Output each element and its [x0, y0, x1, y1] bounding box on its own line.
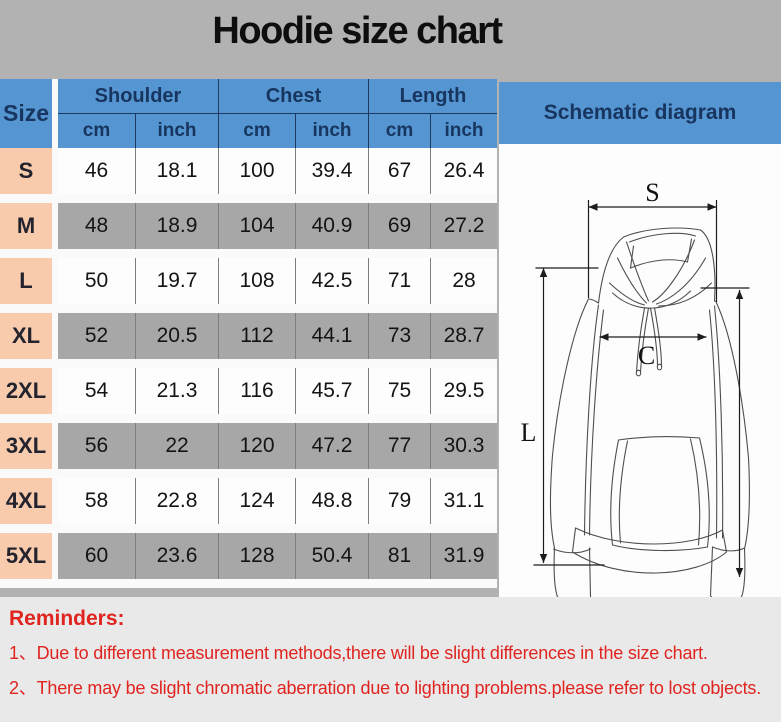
table-cell: 27.2 [430, 203, 497, 249]
table-cell: 79 [368, 478, 430, 524]
hoodie-schematic-drawing: S C L [521, 178, 751, 597]
length-cm-header: cm [368, 114, 430, 148]
shoulder-dimension-label: S [645, 178, 659, 207]
table-cell: 18.1 [135, 148, 218, 194]
schematic-diagram-header: Schematic diagram [499, 82, 781, 144]
reminder-item-1: 1、Due to different measurement methods,t… [9, 643, 708, 663]
reminders-title: Reminders: [9, 607, 125, 630]
table-cell: 112 [218, 313, 295, 359]
table-cell: 31.9 [430, 533, 497, 579]
chest-dimension-label: C [638, 341, 655, 370]
size-label: 2XL [0, 368, 52, 414]
shoulder-cm-header: cm [58, 114, 135, 148]
length-group-header: Length [368, 79, 497, 114]
size-table: Size Shoulder Chest Length cm inch cm in… [0, 79, 497, 588]
table-cell: 46 [58, 148, 135, 194]
table-cell: 120 [218, 423, 295, 469]
table-cell: 29.5 [430, 368, 497, 414]
table-cell: 52 [58, 313, 135, 359]
table-cell: 50.4 [295, 533, 368, 579]
table-cell: 116 [218, 368, 295, 414]
chest-inch-header: inch [295, 114, 368, 148]
table-cell: 21.3 [135, 368, 218, 414]
table-cell: 58 [58, 478, 135, 524]
table-cell: 48 [58, 203, 135, 249]
reminders-section: Reminders: 1、Due to different measuremen… [0, 597, 781, 722]
chest-group-header: Chest [218, 79, 368, 114]
table-cell: 48.8 [295, 478, 368, 524]
size-label: M [0, 203, 52, 249]
table-cell: 81 [368, 533, 430, 579]
table-cell: 73 [368, 313, 430, 359]
table-cell: 18.9 [135, 203, 218, 249]
table-cell: 28 [430, 258, 497, 304]
table-cell: 69 [368, 203, 430, 249]
table-cell: 31.1 [430, 478, 497, 524]
table-cell: 30.3 [430, 423, 497, 469]
shoulder-inch-header: inch [135, 114, 218, 148]
table-cell: 19.7 [135, 258, 218, 304]
table-cell: 108 [218, 258, 295, 304]
size-label: S [0, 148, 52, 194]
size-label: L [0, 258, 52, 304]
table-cell: 56 [58, 423, 135, 469]
table-cell: 124 [218, 478, 295, 524]
table-cell: 22 [135, 423, 218, 469]
size-label: 3XL [0, 423, 52, 469]
table-cell: 75 [368, 368, 430, 414]
table-cell: 50 [58, 258, 135, 304]
table-cell: 22.8 [135, 478, 218, 524]
table-cell: 39.4 [295, 148, 368, 194]
table-cell: 54 [58, 368, 135, 414]
size-column-header: Size [0, 79, 52, 148]
table-cell: 77 [368, 423, 430, 469]
table-cell: 104 [218, 203, 295, 249]
reminder-item-2: 2、There may be slight chromatic aberrati… [9, 678, 761, 698]
length-inch-header: inch [430, 114, 497, 148]
table-cell: 20.5 [135, 313, 218, 359]
table-cell: 40.9 [295, 203, 368, 249]
size-label: 4XL [0, 478, 52, 524]
size-label: 5XL [0, 533, 52, 579]
table-cell: 128 [218, 533, 295, 579]
shoulder-group-header: Shoulder [58, 79, 218, 114]
table-cell: 42.5 [295, 258, 368, 304]
chest-cm-header: cm [218, 114, 295, 148]
length-dimension-label: L [521, 418, 537, 447]
table-cell: 44.1 [295, 313, 368, 359]
table-cell: 45.7 [295, 368, 368, 414]
table-cell: 47.2 [295, 423, 368, 469]
page-title: Hoodie size chart [212, 10, 503, 52]
table-cell: 100 [218, 148, 295, 194]
schematic-diagram-panel: S C L [499, 144, 781, 597]
size-label: XL [0, 313, 52, 359]
table-cell: 67 [368, 148, 430, 194]
table-cell: 26.4 [430, 148, 497, 194]
table-cell: 71 [368, 258, 430, 304]
table-cell: 23.6 [135, 533, 218, 579]
table-cell: 28.7 [430, 313, 497, 359]
table-cell: 60 [58, 533, 135, 579]
